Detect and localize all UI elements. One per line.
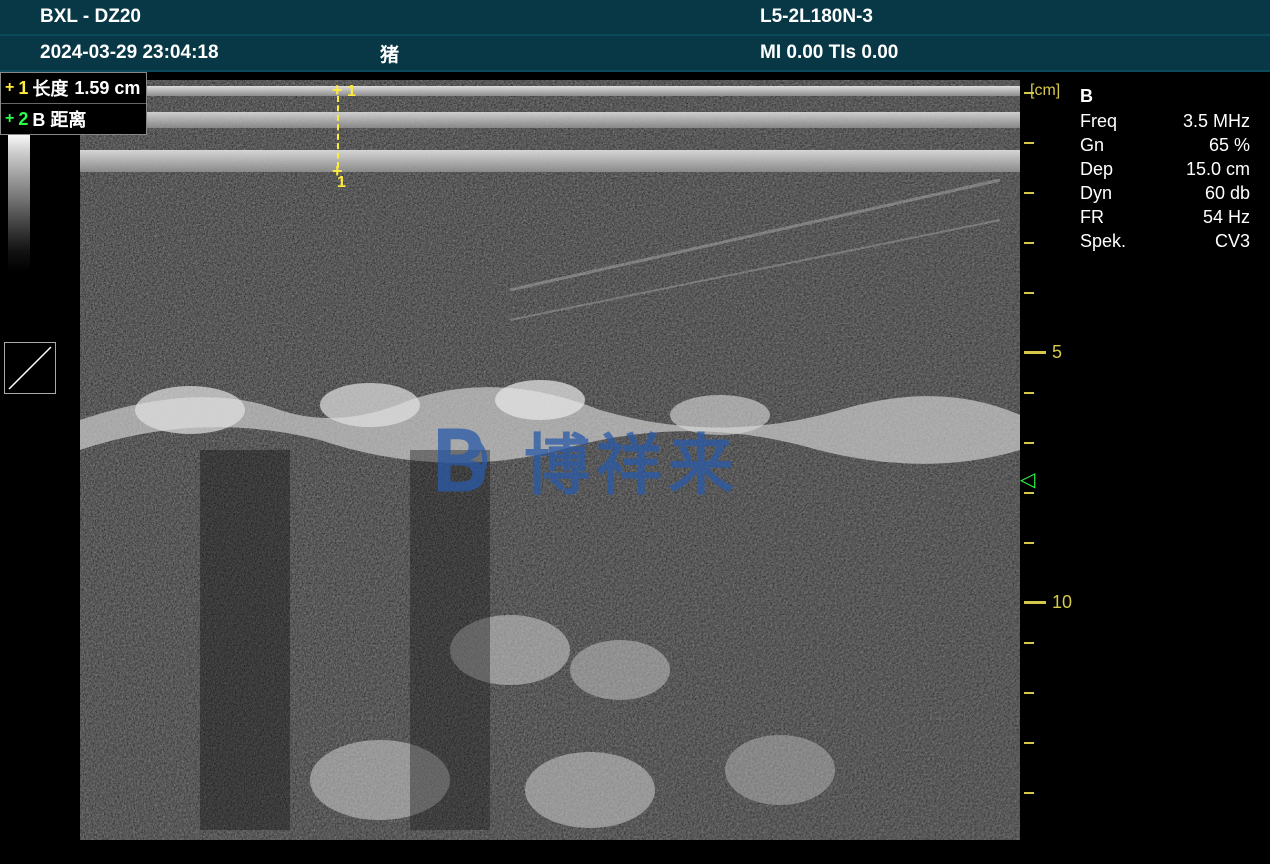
depth-tick-minor <box>1024 92 1038 94</box>
param-label: Gn <box>1080 133 1104 157</box>
focus-marker-icon: ◁ <box>1020 467 1035 492</box>
param-value: 60 db <box>1205 181 1250 205</box>
depth-unit-label: [cm] <box>1030 82 1060 100</box>
device-label: BXL - DZ20 <box>40 6 380 28</box>
param-label: Freq <box>1080 109 1117 133</box>
depth-tick-major: 10 <box>1024 592 1072 613</box>
param-row: Spek. CV3 <box>1080 229 1250 253</box>
depth-tick-minor <box>1024 492 1038 494</box>
caliper-point-top[interactable]: + 1 <box>332 83 356 101</box>
caliper-marker-icon: + <box>5 79 14 97</box>
watermark: 博祥来 <box>420 412 740 508</box>
param-row: Freq 3.5 MHz <box>1080 109 1250 133</box>
measurement-label: B 距离 <box>32 106 86 132</box>
measurement-index: 1 <box>18 78 28 99</box>
param-value: 15.0 cm <box>1186 157 1250 181</box>
depth-scale: [cm] ◁ 510 <box>1024 82 1084 842</box>
grayscale-bar <box>8 132 30 272</box>
depth-tick-minor <box>1024 292 1038 294</box>
indices-label: MI 0.00 TIs 0.00 <box>740 42 1230 64</box>
depth-tick-minor <box>1024 742 1038 744</box>
param-value: CV3 <box>1215 229 1250 253</box>
depth-tick-major: 5 <box>1024 342 1062 363</box>
depth-tick-minor <box>1024 792 1038 794</box>
header-row-1: BXL - DZ20 L5-2L180N-3 <box>0 0 1270 36</box>
depth-tick-minor <box>1024 392 1038 394</box>
caliper-point-bottom[interactable]: + 1 <box>332 164 356 182</box>
probe-label: L5-2L180N-3 <box>740 6 1230 28</box>
depth-tick-minor <box>1024 142 1038 144</box>
param-row: Dep 15.0 cm <box>1080 157 1250 181</box>
watermark-logo-icon <box>420 415 510 505</box>
depth-tick-minor <box>1024 692 1038 694</box>
depth-tick-minor <box>1024 442 1038 444</box>
scan-mode: B <box>1080 86 1250 107</box>
param-label: Dyn <box>1080 181 1112 205</box>
tgc-curve-thumbnail <box>4 342 56 394</box>
depth-tick-minor <box>1024 242 1038 244</box>
measurement-panel: + 1 长度 1.59 cm + 2 B 距离 <box>0 72 147 135</box>
measurement-row: + 2 B 距离 <box>1 104 146 134</box>
param-label: FR <box>1080 205 1104 229</box>
datetime-label: 2024-03-29 23:04:18 <box>40 42 380 64</box>
caliper-line <box>337 96 339 168</box>
measurement-label: 长度 <box>32 75 68 101</box>
depth-tick-minor <box>1024 192 1038 194</box>
param-value: 65 % <box>1209 133 1250 157</box>
param-label: Dep <box>1080 157 1113 181</box>
param-value: 54 Hz <box>1203 205 1250 229</box>
param-row: FR 54 Hz <box>1080 205 1250 229</box>
caliper-marker-icon: + <box>5 110 14 128</box>
param-row: Dyn 60 db <box>1080 181 1250 205</box>
param-value: 3.5 MHz <box>1183 109 1250 133</box>
measurement-value: 1.59 cm <box>74 78 140 99</box>
param-row: Gn 65 % <box>1080 133 1250 157</box>
measurement-index: 2 <box>18 109 28 130</box>
depth-tick-minor <box>1024 542 1038 544</box>
watermark-text: 博祥来 <box>524 412 740 508</box>
param-label: Spek. <box>1080 229 1126 253</box>
depth-tick-minor <box>1024 642 1038 644</box>
subject-label: 猪 <box>380 40 740 67</box>
header-row-2: 2024-03-29 23:04:18 猪 MI 0.00 TIs 0.00 <box>0 36 1270 72</box>
main-area: + 1 长度 1.59 cm + 2 B 距离 <box>0 72 1270 862</box>
scan-parameters: B Freq 3.5 MHz Gn 65 % Dep 15.0 cm Dyn 60 db FR 5… <box>1080 86 1250 253</box>
measurement-row: + 1 长度 1.59 cm <box>1 73 146 104</box>
